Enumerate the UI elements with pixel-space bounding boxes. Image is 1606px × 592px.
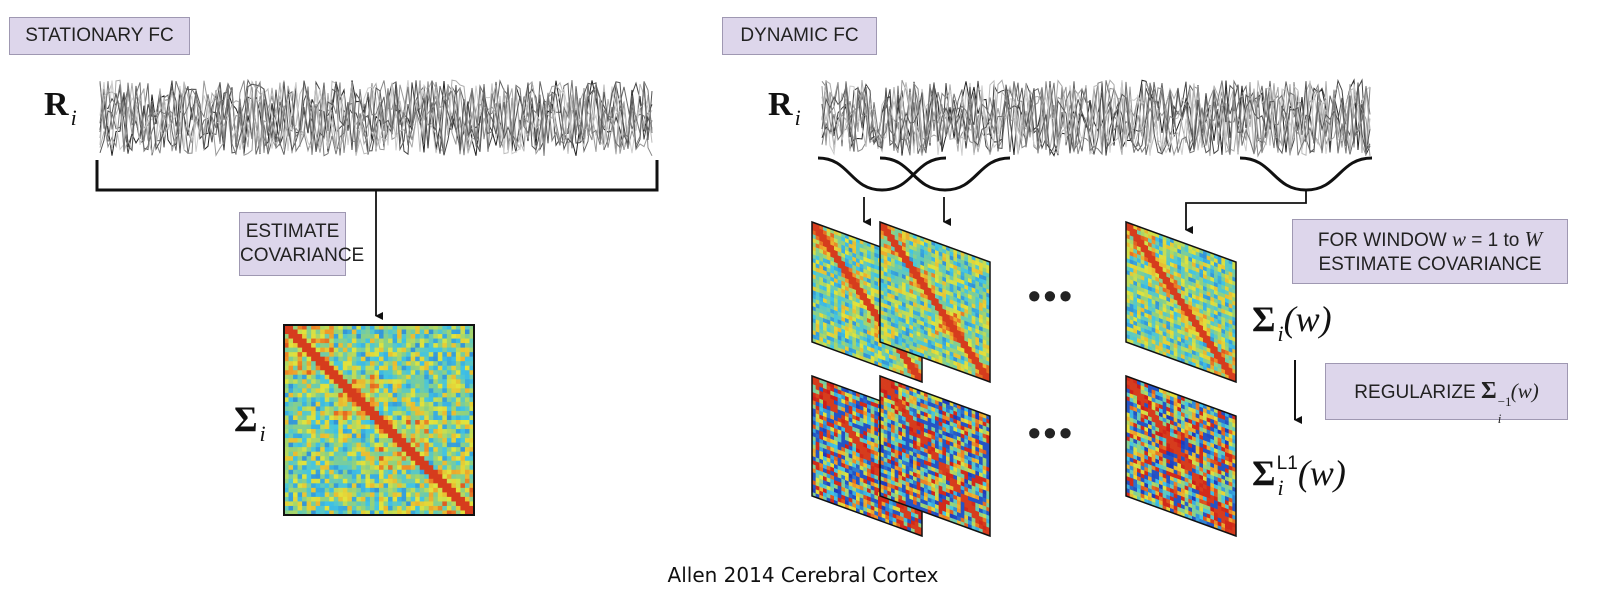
left-signal-label: Ri (44, 86, 77, 130)
window-curve-1 (817, 156, 947, 192)
right-signal-label: Ri (768, 86, 801, 130)
window-label-line1: FOR WINDOW w = 1 to W (1293, 227, 1567, 253)
window-cov-matrix-2 (880, 222, 990, 382)
stationary-fc-header: STATIONARY FC (9, 17, 190, 55)
l1-sigma-arg: (w) (1297, 453, 1346, 493)
l1-sigma-symbol: Σ (1252, 453, 1276, 493)
dynamic-fc-header: DYNAMIC FC (722, 17, 877, 55)
regularize-sup: −1 (1497, 394, 1512, 409)
left-window-bracket (95, 160, 659, 192)
estimate-covariance-box: ESTIMATE COVARIANCE (239, 212, 365, 276)
window-variable: w (1451, 227, 1466, 251)
regularize-sub: i (1497, 411, 1502, 426)
windowed-sigma-arg: (w) (1283, 299, 1332, 339)
l1-sigma-superscript: L1 (1276, 453, 1298, 474)
window-curve-2 (879, 156, 1011, 192)
window-curve-3 (1239, 156, 1373, 192)
left-signal-symbol: R (44, 86, 69, 123)
l1-sigma-subscript: i (1277, 475, 1284, 500)
window-label-pre: FOR WINDOW (1317, 230, 1452, 251)
windowed-cov-label: Σi(w) (1252, 298, 1332, 346)
l1-cov-matrix-2 (880, 376, 990, 536)
window-label-mid: = 1 to (1465, 230, 1525, 251)
left-signal-subscript: i (70, 105, 77, 130)
windowed-sigma-symbol: Σ (1252, 299, 1276, 339)
figure-caption: Allen 2014 Cerebral Cortex (667, 563, 939, 587)
l1-cov-label: ΣiL1(w) (1252, 452, 1346, 500)
ellipsis-top: ••• (1028, 275, 1075, 316)
left-timeseries (99, 78, 653, 157)
regularize-sigma: Σ (1481, 378, 1497, 404)
left-sigma-subscript: i (259, 421, 266, 446)
estimate-label-line2: COVARIANCE (240, 245, 365, 266)
left-matrix-label: Σi (234, 398, 266, 446)
regularize-box: REGULARIZE Σ −1 i (w) (1325, 363, 1568, 426)
left-sigma-symbol: Σ (234, 399, 258, 439)
stationary-covariance-matrix (283, 324, 475, 516)
window-max: W (1524, 227, 1543, 251)
l1-cov-matrix-W (1126, 376, 1236, 536)
estimate-label-line1: ESTIMATE (245, 221, 340, 242)
regularize-arg: (w) (1510, 379, 1539, 403)
window-arrow-3 (1185, 190, 1307, 234)
right-timeseries (821, 78, 1371, 158)
window-estimate-box: FOR WINDOW w = 1 to W ESTIMATE COVARIANC… (1292, 219, 1568, 284)
window-cov-matrix-W (1126, 222, 1236, 382)
ellipsis-bottom: ••• (1028, 412, 1075, 453)
regularize-text: REGULARIZE (1354, 382, 1481, 403)
windowed-sigma-subscript: i (1277, 321, 1284, 346)
right-signal-subscript: i (794, 105, 801, 130)
right-signal-symbol: R (768, 86, 793, 123)
window-label-line2: ESTIMATE COVARIANCE (1318, 254, 1542, 275)
